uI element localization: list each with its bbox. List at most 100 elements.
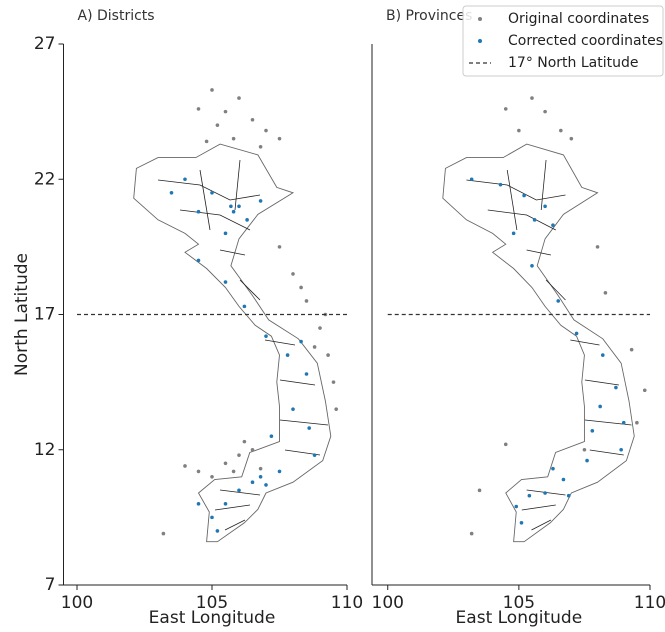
point [264,128,268,133]
point [614,385,618,390]
point [543,109,547,114]
point [264,483,268,487]
point [514,504,519,509]
point [264,334,268,338]
point [556,299,561,303]
legend-box [462,5,664,77]
point [543,491,547,495]
point [196,502,201,506]
legend-label: 17° North Latitude [508,55,639,71]
point [183,464,187,468]
point [585,458,589,463]
point [242,304,247,309]
point [210,515,214,520]
point [269,434,274,439]
point [169,190,174,195]
point [532,218,537,222]
point [312,345,317,349]
x-tick-label: 110 [331,593,363,613]
map-outline [442,143,635,543]
point [299,285,303,290]
y-tick-label: 17 [34,305,56,325]
y-tick-label: 12 [34,440,56,460]
point [250,480,255,485]
point [307,426,312,430]
point [517,128,521,133]
legend-marker [478,39,482,43]
y-axis-label: North Latitude [12,253,32,376]
legend-label: Original coordinates [508,11,649,27]
point [312,453,317,457]
point [210,190,214,195]
point [161,531,166,536]
point [231,136,236,141]
point [569,136,574,141]
point [250,447,255,452]
point [477,488,482,493]
point [229,204,233,209]
x-tick-label: 105 [503,593,535,613]
panel-title: B) Provinces [386,8,472,24]
point [258,144,263,149]
point [237,204,241,209]
point [231,209,236,214]
point [574,331,579,336]
y-tick-label: 22 [34,169,56,189]
point [215,123,220,127]
point [621,420,626,425]
point [237,96,241,100]
point [595,245,600,249]
point [245,218,249,222]
point [566,493,571,498]
point [603,291,608,295]
point [469,177,474,182]
point [223,109,228,114]
point [331,380,336,384]
point [619,447,623,452]
legend-label: Corrected coordinates [508,33,663,49]
point [530,264,534,268]
point [635,420,639,425]
point [503,107,508,111]
x-axis-label: East Longitude [456,608,583,628]
point [223,231,228,236]
point [590,429,595,433]
point [498,182,503,187]
point [231,469,236,474]
point [551,223,555,228]
point [304,299,309,303]
y-tick-label: 7 [45,575,56,595]
y-tick-label: 27 [34,34,56,54]
point [196,107,201,111]
point [326,353,330,357]
point [582,447,587,452]
point [223,280,228,284]
point [291,407,295,411]
x-tick-label: 110 [634,593,665,613]
point [196,469,201,474]
point [196,258,201,263]
x-tick-label: 100 [372,593,404,613]
point [237,453,241,457]
point [242,439,247,444]
point [522,193,526,198]
point [250,117,255,122]
point [210,475,214,479]
point [223,461,228,466]
point [304,372,309,376]
x-axis-label: East Longitude [149,608,276,628]
point [530,96,534,100]
point [334,407,339,411]
x-tick-label: 100 [61,593,93,613]
point [519,520,524,525]
point [183,177,187,182]
point [258,466,263,471]
point [543,204,547,209]
point [215,529,220,533]
point [551,466,555,471]
point [277,469,282,474]
x-tick-label: 105 [196,593,228,613]
point [511,231,516,236]
point [642,388,647,393]
